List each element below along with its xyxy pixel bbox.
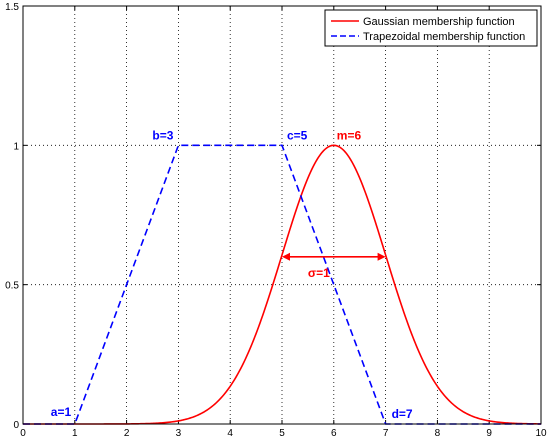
x-tick-label: 7 bbox=[383, 428, 389, 439]
sigma-arrow-head-left bbox=[282, 252, 290, 261]
annotation-label: m=6 bbox=[337, 128, 362, 142]
legend-box bbox=[324, 9, 538, 47]
x-tick-label: 6 bbox=[331, 428, 337, 439]
x-tick-label: 0 bbox=[20, 428, 26, 439]
sigma-arrow-head-right bbox=[377, 252, 386, 261]
annotation-label: d=7 bbox=[392, 407, 413, 421]
y-tick-label: 1 bbox=[13, 141, 19, 152]
x-tick-label: 8 bbox=[435, 428, 441, 439]
plot-area bbox=[23, 6, 541, 424]
annotation-label: σ=1 bbox=[308, 266, 330, 280]
x-tick-label: 4 bbox=[227, 428, 233, 439]
x-tick-label: 10 bbox=[535, 428, 547, 439]
y-tick-label: 0 bbox=[13, 420, 19, 431]
y-tick-label: 1.5 bbox=[5, 2, 19, 13]
legend-entry-label: Trapezoidal membership function bbox=[363, 31, 525, 43]
legend-entry-label: Gaussian membership function bbox=[363, 16, 515, 28]
annotation-label: a=1 bbox=[51, 405, 72, 419]
x-tick-label: 3 bbox=[176, 428, 182, 439]
x-tick-label: 5 bbox=[279, 428, 285, 439]
y-tick-label: 0.5 bbox=[5, 281, 19, 292]
plot-frame bbox=[22, 5, 542, 425]
x-tick-label: 9 bbox=[486, 428, 492, 439]
annotation-label: c=5 bbox=[287, 128, 308, 142]
x-tick-label: 2 bbox=[124, 428, 130, 439]
annotation-label: b=3 bbox=[152, 128, 173, 142]
x-tick-label: 1 bbox=[72, 428, 78, 439]
